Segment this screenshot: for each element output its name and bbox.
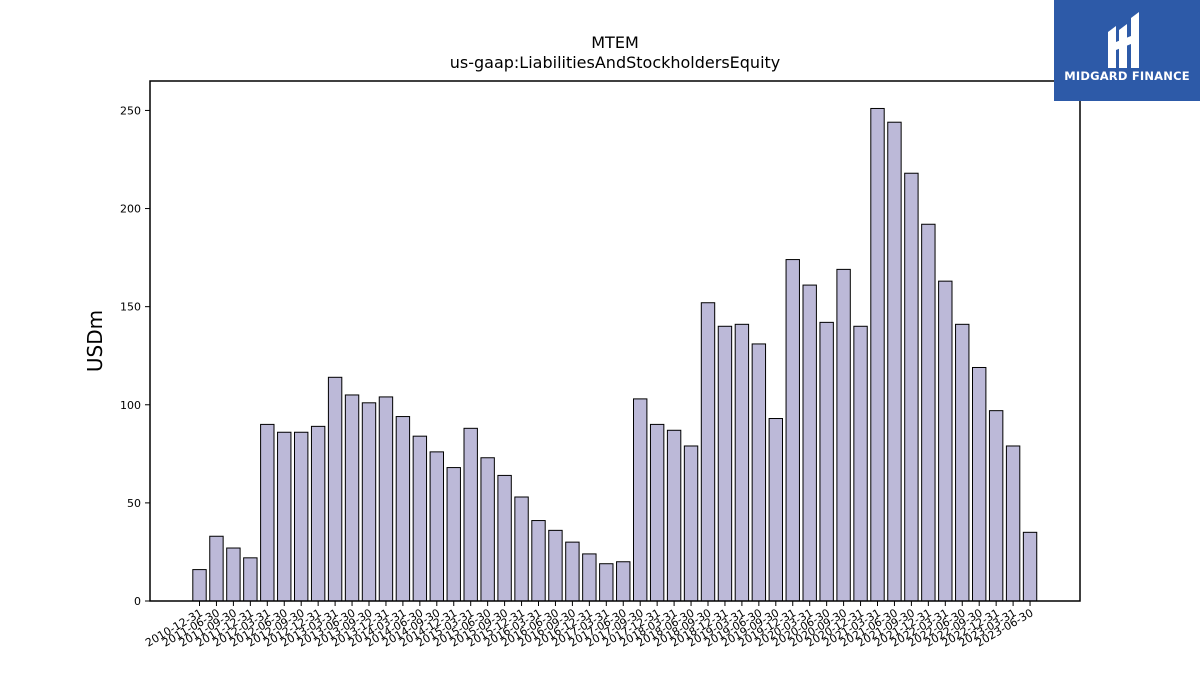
- plot-frame: [149, 80, 1081, 602]
- bar-2019-06-30: [751, 343, 767, 602]
- bar-2018-06-30: [683, 445, 699, 602]
- bar-2020-03-31: [802, 284, 817, 602]
- bar-2019-09-30: [768, 418, 783, 602]
- bar-2020-09-30: [836, 268, 851, 602]
- midgard-finance-logo: MIDGARD FINANCE: [1054, 0, 1200, 101]
- bar-2014-03-31: [395, 416, 411, 602]
- bars-group: [192, 107, 1038, 602]
- bar-2012-12-31: [310, 425, 326, 602]
- y-axis: 0 50 100 150 200 250: [120, 104, 150, 608]
- bar-2013-09-30: [361, 402, 377, 602]
- y-tick-label: 0: [134, 595, 141, 608]
- bar-2013-03-31: [327, 376, 343, 602]
- y-tick-label: 200: [120, 203, 141, 216]
- bar-2023-03-31: [1005, 445, 1021, 602]
- bar-2019-12-31: [785, 259, 800, 602]
- bar-2020-12-31: [853, 325, 868, 602]
- bar-2012-03-31: [260, 423, 275, 602]
- bar-2018-03-31: [666, 429, 682, 602]
- bar-2018-12-31: [717, 325, 733, 602]
- bar-2013-06-30: [344, 394, 360, 602]
- bar-2011-12-31: [243, 557, 258, 602]
- bar-2012-06-30: [277, 431, 292, 602]
- y-axis-label: USDm: [83, 310, 107, 372]
- bar-2015-12-31: [514, 496, 529, 602]
- bar-2023-06-30: [1022, 531, 1038, 602]
- midgard-logo-icon: [1108, 12, 1139, 68]
- bar-2015-09-30: [497, 474, 512, 602]
- bar-2011-09-30: [226, 547, 241, 602]
- y-tick-label: 150: [120, 301, 141, 314]
- bar-2017-12-31: [649, 423, 665, 602]
- logo-text: MIDGARD FINANCE: [1064, 69, 1190, 83]
- bar-2018-09-30: [700, 302, 716, 602]
- bar-2014-09-30: [429, 451, 445, 602]
- bar-2021-03-31: [870, 107, 885, 602]
- chart-subtitle: us-gaap:LiabilitiesAndStockholdersEquity: [450, 53, 781, 72]
- x-axis: 2010-12-312011-06-302011-09-302011-12-31…: [143, 601, 1036, 650]
- bar-2017-03-31: [599, 563, 614, 602]
- bar-2013-12-31: [378, 396, 394, 602]
- bar-2011-06-30: [209, 535, 224, 602]
- chart-title: MTEM: [591, 33, 639, 52]
- bar-2016-06-30: [548, 529, 563, 602]
- bar-2020-06-30: [819, 321, 834, 602]
- bar-2022-03-31: [938, 280, 953, 602]
- bar-2022-06-30: [955, 323, 970, 602]
- y-tick-label: 250: [120, 104, 141, 117]
- bar-2014-06-30: [412, 435, 428, 602]
- bar-2012-09-30: [294, 431, 309, 602]
- bar-2016-12-31: [582, 553, 597, 602]
- bar-2021-12-31: [921, 223, 936, 602]
- bar-2014-12-31: [446, 467, 461, 602]
- bar-2021-09-30: [904, 172, 919, 602]
- bar-2016-09-30: [565, 541, 580, 602]
- bar-2017-09-30: [633, 398, 648, 602]
- bar-2017-06-30: [616, 561, 631, 602]
- bar-2022-09-30: [972, 366, 987, 602]
- bar-2021-06-30: [887, 121, 902, 602]
- bar-2015-06-30: [480, 457, 495, 602]
- bar-2022-12-31: [988, 410, 1004, 602]
- bar-2015-03-31: [463, 427, 478, 602]
- bar-2019-03-31: [734, 323, 750, 602]
- y-tick-label: 100: [120, 399, 141, 412]
- bar-2010-12-31: [192, 569, 207, 602]
- y-tick-label: 50: [127, 497, 141, 510]
- bar-2016-03-31: [531, 520, 546, 602]
